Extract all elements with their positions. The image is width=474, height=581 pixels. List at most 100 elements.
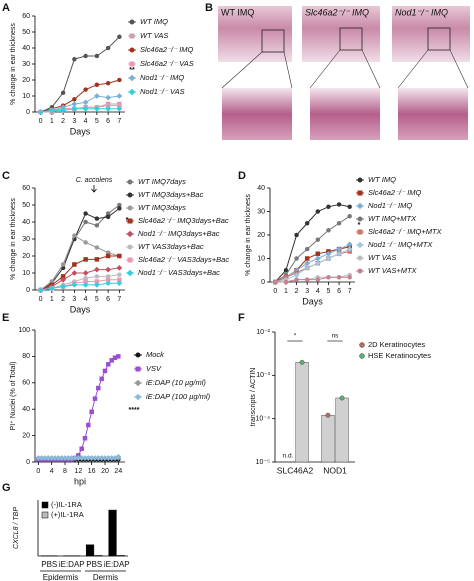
marker [105,280,112,287]
legend-label: Slc46a2⁻/⁻ IMQ3days+Bac [138,216,229,225]
histology-zoom [310,88,380,140]
marker [105,105,112,112]
legend-label: VSV [146,364,162,373]
marker [105,94,112,101]
legend-label: Slc46a2⁻/⁻ IMQ+MTX [368,227,443,236]
marker [346,246,353,253]
marker [71,270,78,276]
x-tick-label: 0 [36,468,40,475]
legend-label: Slc46a2⁻/⁻ IMQ [140,45,194,54]
x-axis-label: hpi [74,476,86,486]
marker [357,190,363,196]
group-label: Epidermis [43,573,79,581]
marker [135,366,141,372]
y-axis-label: CXCL8 / TBP [13,507,20,549]
image-label: Slc46a2⁻/⁻ IMQ [305,7,369,17]
y-tick-label: 40 [257,185,265,192]
marker [116,93,123,99]
marker [71,101,78,107]
legend-swatch [359,353,365,359]
marker [72,233,77,238]
marker [304,221,310,226]
panel-label: F [238,312,245,324]
legend-label: Nod1⁻/⁻ VAS [140,87,185,96]
marker [117,77,122,83]
marker [357,216,363,222]
marker [96,385,101,391]
y-tick-label: 20 [22,432,30,439]
y-tick-label: 60 [22,380,30,387]
marker [94,223,100,228]
x-tick-label: 3 [305,288,309,295]
marker [116,105,123,112]
y-tick-label: 60 [22,185,30,192]
marker [60,283,67,290]
marker [83,87,88,92]
legend-label: (+)IL-1RA [51,510,84,519]
marker [117,206,122,211]
marker [129,33,135,39]
x-tick-label: 6 [106,296,110,303]
marker [117,34,122,40]
legend-label: WT VAS3days+Bac [138,242,204,251]
y-tick-label: 0 [26,109,30,116]
marker [105,45,111,51]
y-axis-label: % change in ear thickness [10,23,17,105]
marker [127,192,133,198]
x-tick-label: NOD1 [323,465,347,475]
marker [94,216,100,221]
marker [48,285,55,292]
marker [315,237,321,242]
y-tick-label: 10 [22,270,30,277]
x-tick-label: 3 [72,118,76,125]
marker [336,202,342,207]
y-tick-label: 50 [22,202,30,209]
marker [89,409,94,415]
marker [93,105,100,112]
x-tick-label: 7 [348,288,352,295]
marker [72,96,77,102]
marker [347,275,352,280]
legend-label: WT IMQ [368,175,396,184]
y-tick-label: 0 [261,279,265,286]
marker [315,251,321,257]
marker [99,376,104,382]
x-tick-label: 4 [84,296,88,303]
annotation: * [126,217,129,224]
y-tick-label: 10⁻⁴ [256,416,271,423]
marker [117,272,122,277]
x-tick-label: 0 [39,118,43,125]
annotation: * [358,222,361,229]
marker [82,270,89,276]
marker [134,393,142,401]
x-tick-label: 1 [284,288,288,295]
marker [304,246,310,252]
x-tick-label: PBS [86,560,102,569]
legend-label: Nod1⁻/⁻ IMQ+MTX [368,240,433,249]
x-tick-label: 24 [114,468,122,475]
marker [83,219,88,225]
legend-label: HSE Keratinocytes [368,351,431,360]
annotation: **** [129,407,140,414]
x-tick-label: 6 [337,288,341,295]
marker [94,245,100,250]
legend-label: WT VAS [140,31,168,40]
marker [326,228,331,233]
x-tick-label: 1 [50,118,54,125]
bar-point [325,412,331,418]
x-tick-label: 12 [74,468,82,475]
marker [94,53,100,59]
marker [94,82,100,88]
marker [357,177,363,183]
x-tick-label: 5 [326,288,330,295]
marker [83,240,88,245]
legend-label: WT IMQ3days+Bac [138,190,203,199]
marker [336,221,342,226]
bar [94,555,103,557]
panel-label: E [2,312,9,324]
bar [108,509,117,557]
marker [127,257,133,263]
annotation: C. accolens [76,177,113,184]
y-tick-label: 10 [22,93,30,100]
marker [116,354,121,359]
